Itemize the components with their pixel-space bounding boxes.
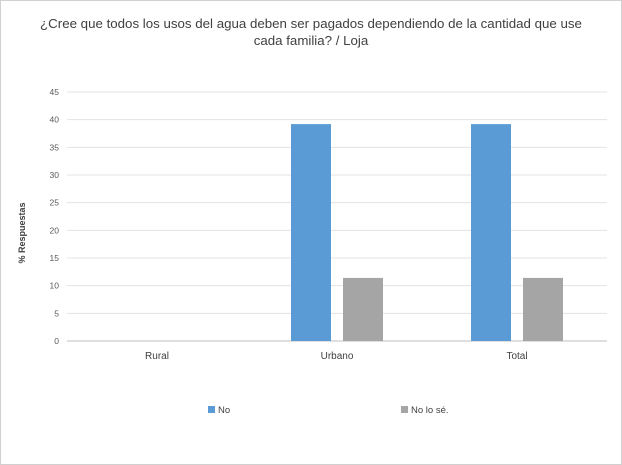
- y-tick-label: 20: [50, 225, 60, 235]
- bars: [291, 124, 563, 342]
- y-tick-label: 10: [50, 281, 60, 291]
- legend-swatch: [401, 406, 408, 413]
- gridlines: [67, 91, 607, 342]
- legend-swatch: [208, 406, 215, 413]
- bar: [343, 277, 383, 341]
- legend-label: No: [218, 405, 230, 416]
- bar: [291, 124, 331, 342]
- legend: No No lo sé.: [208, 405, 449, 416]
- y-tick-label: 35: [50, 142, 60, 152]
- y-tick-label: 30: [50, 170, 60, 180]
- legend-label: No lo sé.: [411, 405, 449, 416]
- y-tick-label: 25: [50, 198, 60, 208]
- category-labels: Rural Urbano Total: [145, 351, 528, 362]
- category-label: Urbano: [321, 351, 354, 362]
- y-tick-label: 0: [54, 336, 59, 346]
- bar: [523, 277, 563, 341]
- chart-title: ¿Cree que todos los usos del agua deben …: [40, 16, 582, 48]
- y-axis-ticks: 0 5 10 15 20 25 30 35 40 45: [50, 87, 60, 346]
- bar: [471, 124, 511, 342]
- y-tick-label: 40: [50, 115, 60, 125]
- y-tick-label: 15: [50, 253, 60, 263]
- y-tick-label: 45: [50, 87, 60, 97]
- category-label: Total: [506, 351, 527, 362]
- y-tick-label: 5: [54, 308, 59, 318]
- category-label: Rural: [145, 351, 169, 362]
